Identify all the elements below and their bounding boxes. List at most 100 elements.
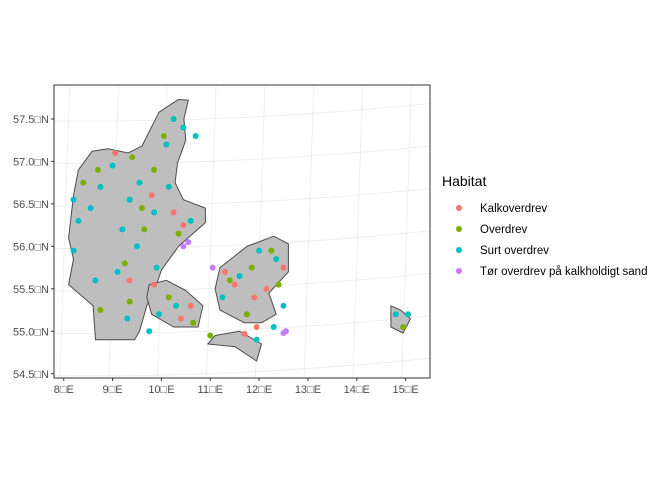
point: [275, 281, 282, 288]
point: [153, 264, 160, 271]
legend-key: [456, 226, 462, 232]
legend-key: [456, 268, 462, 274]
point: [268, 247, 275, 254]
point: [219, 294, 226, 301]
x-tick-label: 9□E: [103, 384, 123, 396]
point: [400, 324, 407, 331]
point: [141, 226, 148, 233]
point: [126, 277, 133, 284]
x-tick-label: 11□E: [198, 384, 223, 396]
point: [70, 247, 77, 254]
y-tick-label: 57.5□N: [13, 114, 49, 126]
point: [248, 264, 255, 271]
point: [80, 179, 87, 186]
landmass-zealand: [214, 235, 289, 324]
landmass-lolland-falster: [207, 330, 262, 362]
point: [173, 302, 180, 309]
point: [273, 256, 280, 263]
gridline-y: [54, 103, 430, 122]
point: [170, 209, 177, 216]
y-tick-label: 56.5□N: [13, 199, 49, 211]
x-tick-label: 10□E: [148, 384, 174, 396]
point: [280, 302, 287, 309]
gridline-y: [54, 357, 430, 377]
y-tick-label: 57.0□N: [13, 156, 49, 168]
point: [138, 205, 145, 212]
point: [226, 277, 233, 284]
point: [175, 230, 182, 237]
legend-key: [456, 247, 462, 253]
point: [119, 226, 126, 233]
y-tick-label: 55.0□N: [13, 326, 49, 338]
point: [209, 264, 216, 271]
legend-label: Tør overdrev på kalkholdigt sand: [480, 266, 647, 278]
point: [263, 285, 270, 292]
point: [94, 166, 101, 173]
x-tick-label: 12□E: [246, 384, 272, 396]
gridline-x: [59, 85, 71, 378]
map-panel: [53, 84, 431, 379]
x-tick-label: 15□E: [392, 384, 418, 396]
x-tick-label: 14□E: [344, 384, 370, 396]
point: [187, 217, 194, 224]
point: [253, 324, 260, 331]
point: [180, 243, 187, 250]
panel-border: [53, 84, 431, 379]
point: [170, 115, 177, 122]
point: [192, 132, 199, 139]
point: [114, 268, 121, 275]
y-tick-label: 56.0□N: [13, 241, 49, 253]
point: [155, 311, 162, 318]
x-tick-label: 8□E: [54, 384, 74, 396]
point: [180, 124, 187, 131]
y-tick-label: 55.5□N: [13, 284, 49, 296]
point: [75, 217, 82, 224]
point: [180, 222, 187, 229]
point: [165, 183, 172, 190]
point: [270, 324, 277, 331]
point: [109, 162, 116, 169]
landmass-jutland: [68, 98, 206, 341]
point: [251, 294, 258, 301]
point: [405, 311, 412, 318]
point: [126, 196, 133, 203]
legend-key: [456, 205, 462, 211]
gridline-x: [206, 85, 217, 378]
point: [70, 196, 77, 203]
point: [241, 330, 248, 337]
point: [124, 315, 131, 322]
point: [163, 141, 170, 148]
point: [151, 166, 158, 173]
point: [136, 179, 143, 186]
legend-title: Habitat: [442, 173, 486, 189]
point: [148, 192, 155, 199]
point: [165, 294, 172, 301]
point: [97, 307, 104, 314]
point: [87, 205, 94, 212]
point: [253, 336, 260, 343]
point: [280, 329, 287, 336]
point: [121, 260, 128, 267]
point: [177, 315, 184, 322]
legend-label: Kalkoverdrev: [480, 203, 547, 215]
point: [146, 328, 153, 335]
legend: Habitat Kalkoverdrev Overdrev Surt overdrev…: [442, 173, 647, 278]
point: [280, 264, 287, 271]
point: [134, 243, 141, 250]
x-tick-label: 13□E: [295, 384, 321, 396]
point: [97, 183, 104, 190]
point: [151, 281, 158, 288]
point: [231, 281, 238, 288]
axis-labels: 8□E 9□E 10□E 11□E 12□E 13□E 14□E 15□E 54.5□N 55.0…: [13, 114, 419, 396]
point: [187, 302, 194, 309]
point: [126, 298, 133, 305]
point: [129, 154, 136, 161]
point: [160, 132, 167, 139]
point: [236, 273, 243, 280]
point: [112, 149, 119, 156]
point: [221, 268, 228, 275]
point: [92, 277, 99, 284]
point: [151, 209, 158, 216]
point: [256, 247, 263, 254]
